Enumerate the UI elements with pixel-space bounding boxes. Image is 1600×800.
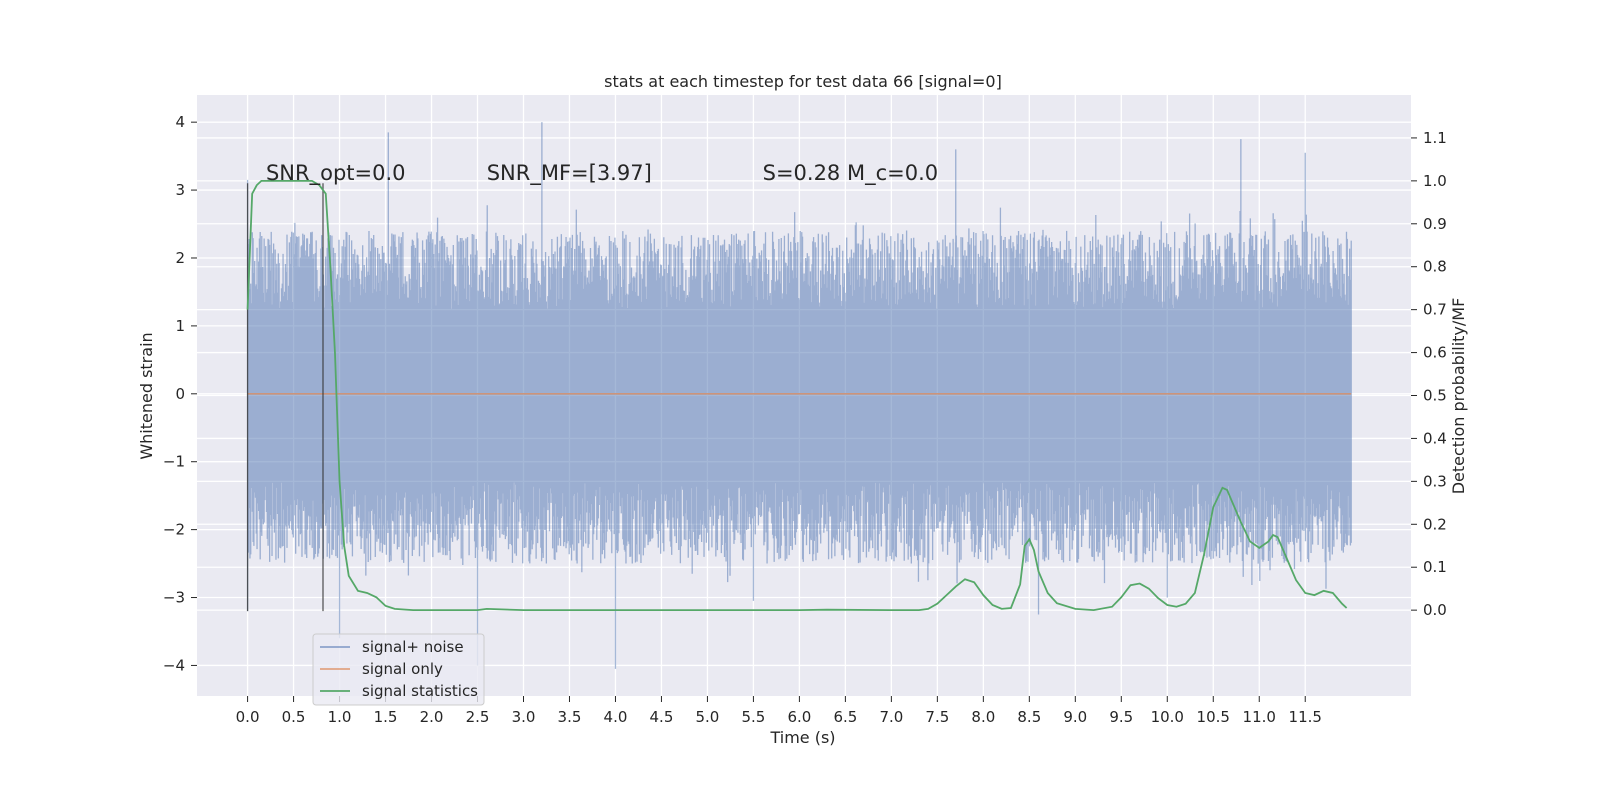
x-tick-label: 2.0 xyxy=(420,708,444,726)
x-tick-label: 6.0 xyxy=(787,708,811,726)
y-axis-ticks: −4 −3 −2 −1 0 1 2 3 4 xyxy=(163,113,197,674)
x-tick-label: 7.0 xyxy=(879,708,903,726)
x-tick-label: 8.5 xyxy=(1017,708,1041,726)
y-tick-label: 4 xyxy=(175,113,185,131)
x-axis-ticks: 0.0 0.5 1.0 1.5 2.0 2.5 3.0 3.5 4.0 4.5 5.0 5.5 6.0 6… xyxy=(236,696,1322,726)
x-tick-label: 10.0 xyxy=(1151,708,1184,726)
y-right-tick-label: 0.9 xyxy=(1423,215,1447,233)
legend-entry-label: signal only xyxy=(362,660,443,678)
y-tick-label: 3 xyxy=(175,181,185,199)
legend: signal+ noise signal only signal statistic… xyxy=(312,633,485,706)
y-right-tick-label: 0.0 xyxy=(1423,601,1447,619)
y-tick-label: 0 xyxy=(175,385,185,403)
chart-title: stats at each timestep for test data 66 … xyxy=(604,72,1002,91)
x-tick-label: 0.0 xyxy=(236,708,260,726)
x-tick-label: 6.5 xyxy=(833,708,857,726)
annotations: SNR_opt=0.0 SNR_MF=[3.97] S=0.28 M_c=0.0 xyxy=(266,161,938,186)
legend-box xyxy=(312,633,485,706)
x-tick-label: 4.5 xyxy=(650,708,674,726)
y-axis-label: Whitened strain xyxy=(137,332,156,459)
x-tick-label: 1.5 xyxy=(374,708,398,726)
y-right-tick-label: 0.3 xyxy=(1423,472,1447,490)
x-tick-label: 4.0 xyxy=(604,708,628,726)
x-tick-label: 11.5 xyxy=(1289,708,1322,726)
x-tick-label: 10.5 xyxy=(1197,708,1230,726)
y-right-tick-label: 0.8 xyxy=(1423,258,1447,276)
x-tick-label: 9.0 xyxy=(1063,708,1087,726)
y-right-tick-label: 0.1 xyxy=(1423,558,1447,576)
x-tick-label: 0.5 xyxy=(282,708,306,726)
x-tick-label: 5.5 xyxy=(741,708,765,726)
x-tick-label: 5.0 xyxy=(696,708,720,726)
y-tick-label: 1 xyxy=(175,317,185,335)
x-tick-label: 8.0 xyxy=(971,708,995,726)
y-axis-right-label: Detection probability/MF xyxy=(1449,298,1468,495)
marker-lines xyxy=(246,183,324,612)
annotation-text: SNR_MF=[3.97] xyxy=(487,161,652,186)
y-right-tick-label: 0.5 xyxy=(1423,387,1447,405)
x-tick-label: 2.5 xyxy=(466,708,490,726)
y-right-tick-label: 0.2 xyxy=(1423,515,1447,533)
legend-entry-label: signal+ noise xyxy=(362,638,464,656)
signal-statistics-line xyxy=(246,179,1348,612)
x-tick-label: 9.5 xyxy=(1109,708,1133,726)
series-signal-statistics xyxy=(246,179,1348,612)
y-right-tick-label: 1.0 xyxy=(1423,172,1447,190)
y-tick-label: −2 xyxy=(163,521,185,539)
y-tick-label: 2 xyxy=(175,249,185,267)
y-tick-label: −3 xyxy=(163,589,185,607)
y-tick-label: −4 xyxy=(163,656,185,674)
annotation-text: S=0.28 M_c=0.0 xyxy=(763,161,939,186)
x-tick-label: 11.0 xyxy=(1243,708,1276,726)
y-right-tick-label: 1.1 xyxy=(1423,129,1447,147)
y-right-tick-label: 0.6 xyxy=(1423,344,1447,362)
y-right-tick-label: 0.7 xyxy=(1423,301,1447,319)
y-right-tick-label: 0.4 xyxy=(1423,429,1447,447)
x-axis-label: Time (s) xyxy=(769,728,835,747)
legend-entry-label: signal statistics xyxy=(362,682,478,700)
x-tick-label: 3.0 xyxy=(512,708,536,726)
x-tick-label: 3.5 xyxy=(558,708,582,726)
y-axis-right-ticks: 0.0 0.1 0.2 0.3 0.4 0.5 0.6 0.7 0.8 0.9 1.0 1.1 xyxy=(1411,129,1447,619)
x-tick-label: 1.0 xyxy=(328,708,352,726)
x-tick-label: 7.5 xyxy=(925,708,949,726)
annotation-text: SNR_opt=0.0 xyxy=(266,161,406,186)
y-tick-label: −1 xyxy=(163,453,185,471)
